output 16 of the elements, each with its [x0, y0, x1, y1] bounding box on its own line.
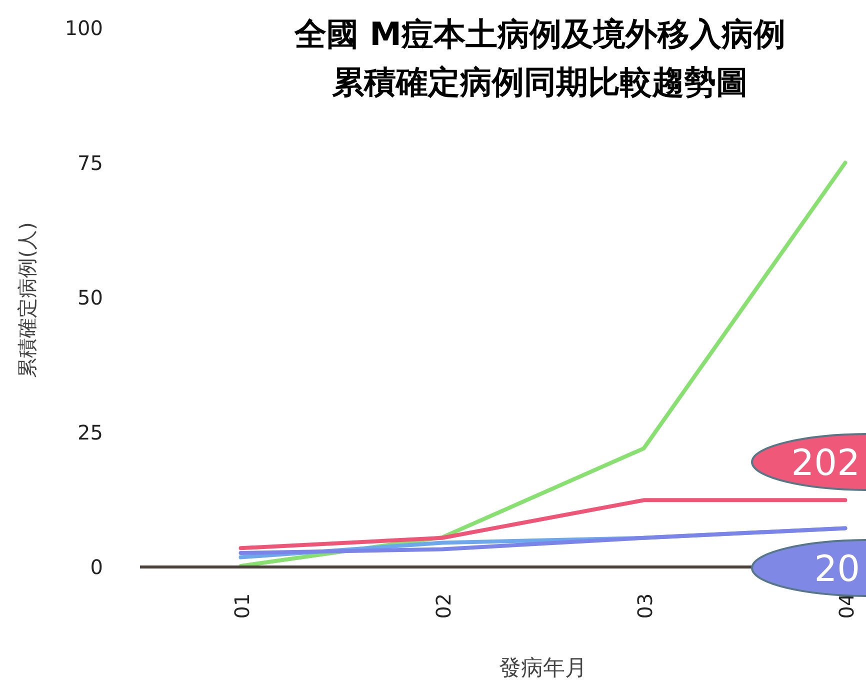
annotation: 20	[814, 549, 860, 590]
y-axis-title: 累積確定病例(人)	[15, 222, 39, 378]
y-tick-label: 100	[64, 16, 103, 40]
annotation: 202	[751, 433, 866, 491]
y-tick-label: 75	[78, 150, 103, 175]
x-tick-label: 03	[632, 593, 657, 619]
annotation: 202	[791, 443, 860, 484]
annotation: 20	[751, 539, 866, 597]
x-axis-title: 發病年月	[499, 656, 587, 681]
y-tick-label: 50	[78, 286, 103, 310]
chart-title: 全國 M痘本土病例及境外移入病例	[294, 15, 786, 53]
y-tick-label: 25	[78, 420, 103, 444]
x-tick-label: 01	[230, 593, 254, 619]
y-tick-label: 0	[90, 555, 103, 579]
text: 累積確定病例同期比較趨勢圖	[332, 63, 748, 101]
x-tick-label: 02	[431, 593, 456, 619]
